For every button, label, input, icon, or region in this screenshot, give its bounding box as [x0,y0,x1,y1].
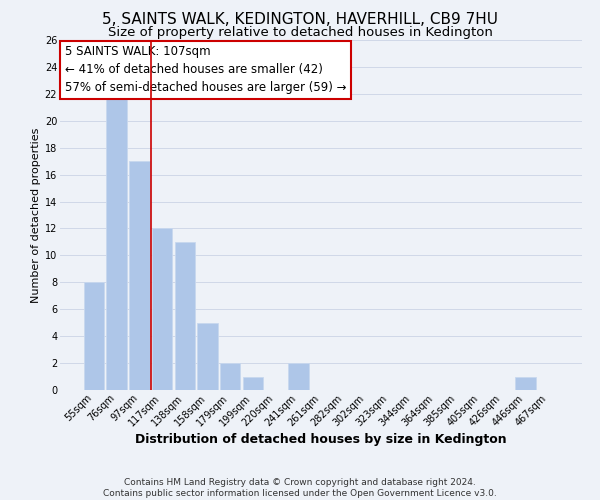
Bar [515,376,536,390]
Text: Size of property relative to detached houses in Kedington: Size of property relative to detached ho… [107,26,493,39]
Bar [197,322,218,390]
Bar [129,161,149,390]
Text: 5 SAINTS WALK: 107sqm
← 41% of detached houses are smaller (42)
57% of semi-deta: 5 SAINTS WALK: 107sqm ← 41% of detached … [65,46,347,94]
Bar [220,363,241,390]
Bar [242,376,263,390]
Bar [152,228,172,390]
Bar [288,363,308,390]
Bar [175,242,195,390]
Text: 5, SAINTS WALK, KEDINGTON, HAVERHILL, CB9 7HU: 5, SAINTS WALK, KEDINGTON, HAVERHILL, CB… [102,12,498,28]
Text: Contains HM Land Registry data © Crown copyright and database right 2024.
Contai: Contains HM Land Registry data © Crown c… [103,478,497,498]
Bar [106,94,127,390]
Bar [84,282,104,390]
X-axis label: Distribution of detached houses by size in Kedington: Distribution of detached houses by size … [135,433,507,446]
Y-axis label: Number of detached properties: Number of detached properties [31,128,41,302]
